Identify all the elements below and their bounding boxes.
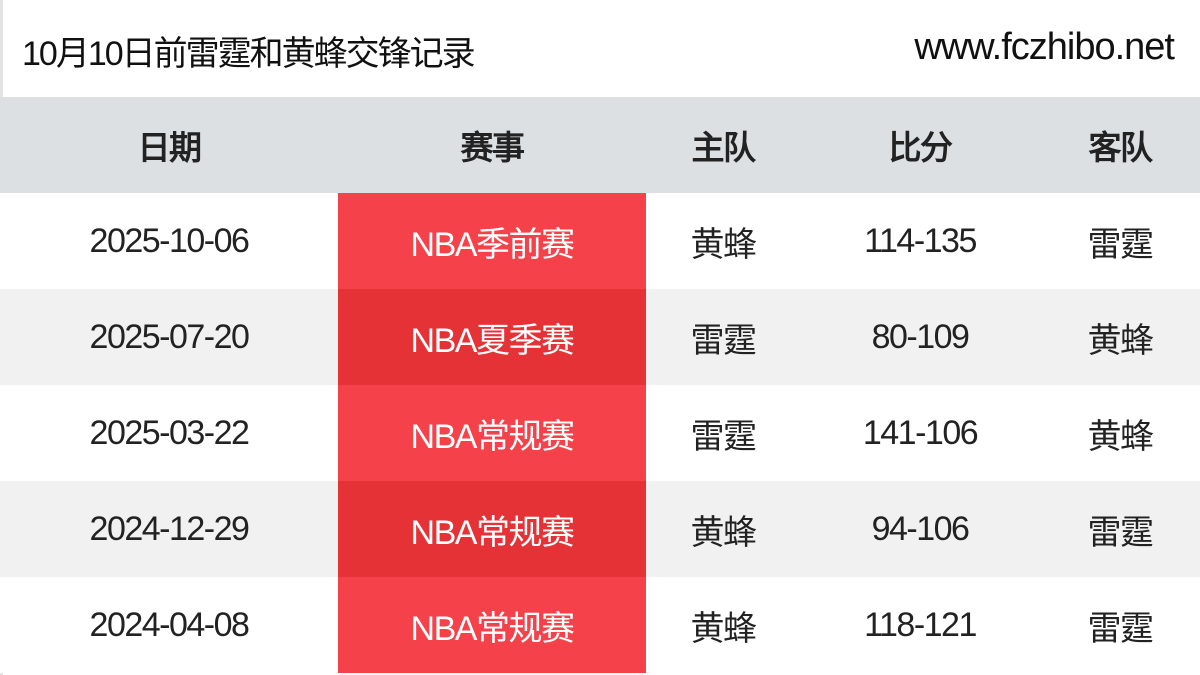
title-bar: 10月10日前雷霆和黄蜂交锋记录 www.fczhibo.net [0, 0, 1200, 97]
score-cell: 114-135 [800, 193, 1040, 289]
column-header-score: 比分 [800, 97, 1040, 193]
date-cell: 2025-07-20 [0, 289, 338, 385]
match-history-table: 日期 赛事 主队 比分 客队 2025-10-06 NBA季前赛 黄蜂 114-135… [0, 97, 1200, 673]
home-team-cell: 雷霆 [646, 289, 800, 385]
away-team-cell: 雷霆 [1040, 577, 1200, 673]
score-cell: 80-109 [800, 289, 1040, 385]
event-cell: NBA季前赛 [338, 193, 646, 289]
table-row: 2024-12-29 NBA常规赛 黄蜂 94-106 雷霆 [0, 481, 1200, 577]
home-team-cell: 黄蜂 [646, 577, 800, 673]
score-cell: 94-106 [800, 481, 1040, 577]
away-team-cell: 黄蜂 [1040, 385, 1200, 481]
event-cell: NBA常规赛 [338, 577, 646, 673]
date-cell: 2024-12-29 [0, 481, 338, 577]
table-row: 2024-04-08 NBA常规赛 黄蜂 118-121 雷霆 [0, 577, 1200, 673]
column-header-away: 客队 [1040, 97, 1200, 193]
away-team-cell: 雷霆 [1040, 193, 1200, 289]
away-team-cell: 雷霆 [1040, 481, 1200, 577]
column-header-event: 赛事 [338, 97, 646, 193]
table-row: 2025-07-20 NBA夏季赛 雷霆 80-109 黄蜂 [0, 289, 1200, 385]
column-header-home: 主队 [646, 97, 800, 193]
event-cell: NBA常规赛 [338, 385, 646, 481]
table-row: 2025-10-06 NBA季前赛 黄蜂 114-135 雷霆 [0, 193, 1200, 289]
home-team-cell: 黄蜂 [646, 481, 800, 577]
event-cell: NBA常规赛 [338, 481, 646, 577]
table-header-row: 日期 赛事 主队 比分 客队 [0, 97, 1200, 193]
away-team-cell: 黄蜂 [1040, 289, 1200, 385]
site-url[interactable]: www.fczhibo.net [914, 26, 1175, 68]
score-cell: 141-106 [800, 385, 1040, 481]
date-cell: 2025-03-22 [0, 385, 338, 481]
date-cell: 2024-04-08 [0, 577, 338, 673]
table-row: 2025-03-22 NBA常规赛 雷霆 141-106 黄蜂 [0, 385, 1200, 481]
date-cell: 2025-10-06 [0, 193, 338, 289]
home-team-cell: 黄蜂 [646, 193, 800, 289]
home-team-cell: 雷霆 [646, 385, 800, 481]
page-title: 10月10日前雷霆和黄蜂交锋记录 [22, 35, 476, 73]
event-cell: NBA夏季赛 [338, 289, 646, 385]
column-header-date: 日期 [0, 97, 338, 193]
score-cell: 118-121 [800, 577, 1040, 673]
